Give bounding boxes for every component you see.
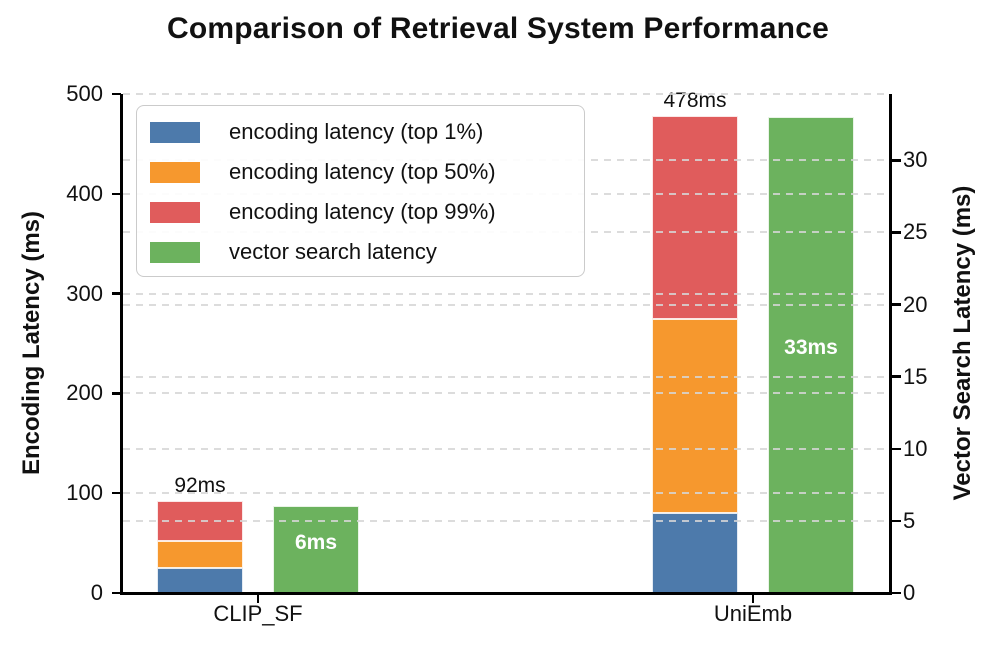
legend-item-label: encoding latency (top 99%) [229,199,496,224]
legend-swatch-icon [150,241,200,263]
legend-item-label: encoding latency (top 50%) [229,159,496,184]
legend-swatch-icon [150,161,200,183]
left-tick-label-500: 500 [66,81,103,106]
left-tick-label-300: 300 [66,280,103,306]
left-tick-label-0: 0 [90,580,103,605]
right-tick-30 [892,159,901,162]
legend: encoding latency (top 1%) encoding latenc… [136,105,585,277]
left-tick-label-400: 400 [66,180,103,206]
left-axis-spine [120,94,123,593]
right-tick-5 [892,519,901,523]
left-tick-200 [112,392,121,395]
right-tick-label-0: 0 [903,580,916,605]
right-tick-0 [892,591,901,595]
bar-value-label: 33ms [784,336,838,360]
stack-total-annotation: 478ms [663,88,727,112]
left-tick-label-200: 200 [66,380,103,406]
left-tick-500 [112,92,121,96]
bar-segment-encoding-latency-top-99- [652,115,738,319]
bar-segment-encoding-latency-top-1- [157,568,243,593]
right-tick-label-5: 5 [903,507,916,533]
right-tick-label-30: 30 [903,147,928,173]
bar-value-label: 6ms [294,530,338,554]
legend-item-label: encoding latency (top 1%) [229,119,484,144]
left-tick-400 [112,192,121,196]
bar-segment-encoding-latency-top-1- [652,513,738,593]
legend-swatch-icon [150,201,200,223]
right-tick-25 [892,231,901,234]
right-tick-label-15: 15 [903,363,928,389]
left-tick-100 [112,491,121,495]
right-tick-10 [892,447,901,451]
right-tick-label-25: 25 [903,219,928,245]
left-tick-0 [112,591,121,595]
left-tick-label-100: 100 [66,480,103,506]
right-axis-spine [889,94,892,595]
legend-item-label: vector search latency [229,239,437,264]
legend-item: encoding latency (top 99%) [150,192,584,232]
right-tick-15 [892,375,901,378]
x-axis-spine [120,592,892,595]
x-tick-UniEmb [751,595,755,603]
left-tick-300 [112,292,121,295]
chart-title: Comparison of Retrieval System Performan… [167,12,829,45]
bar-vector-search-latency [768,117,854,593]
right-tick-20 [892,303,901,306]
x-tick-label-CLIP_SF: CLIP_SF [213,601,303,626]
bar-segment-encoding-latency-top-50- [157,541,243,569]
right-tick-label-20: 20 [903,291,928,317]
legend-item: encoding latency (top 1%) [150,112,584,152]
legend-swatch-icon [150,121,200,143]
legend-item: vector search latency [150,232,584,272]
x-tick-label-UniEmb: UniEmb [713,601,793,626]
bar-segment-encoding-latency-top-50- [652,318,738,514]
bar-segment-encoding-latency-top-99- [157,501,243,542]
stack-total-annotation: 92ms [174,474,226,498]
gridline-left-500 [123,93,890,95]
x-tick-CLIP_SF [256,595,260,603]
right-axis-label: Vector Search Latency (ms) [949,185,976,501]
legend-item: encoding latency (top 50%) [150,152,584,192]
right-tick-label-10: 10 [903,435,928,461]
